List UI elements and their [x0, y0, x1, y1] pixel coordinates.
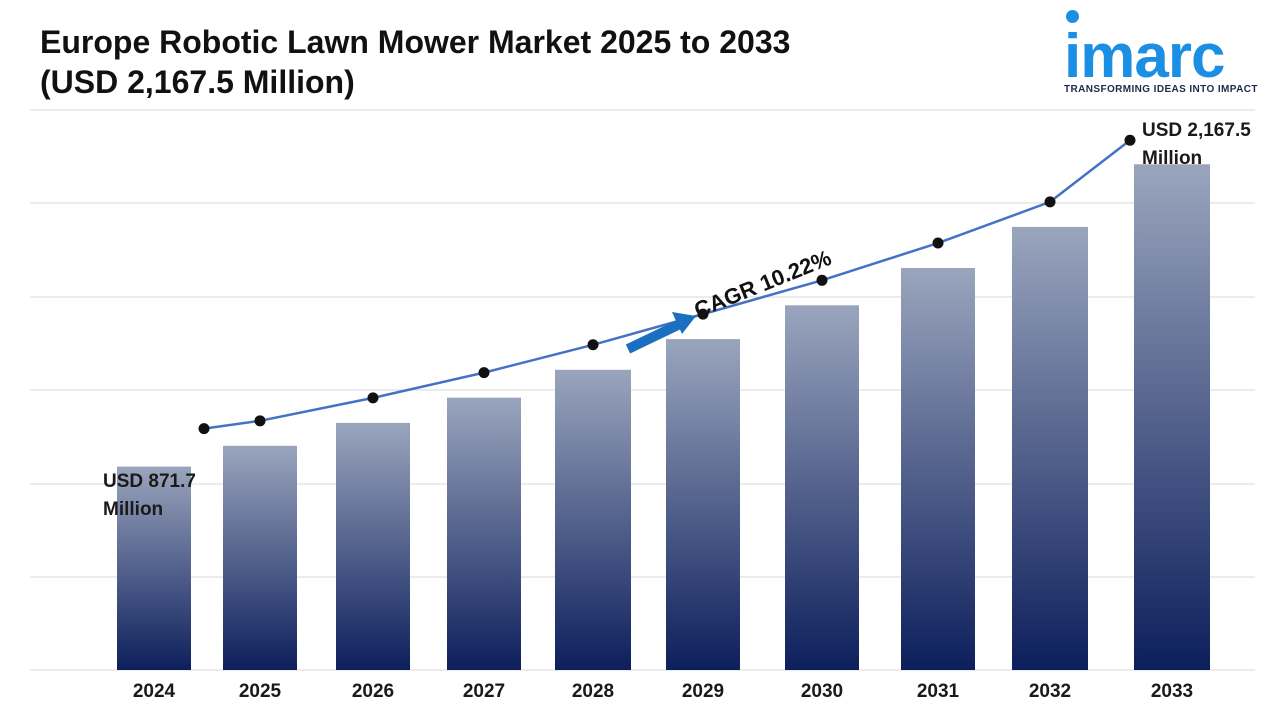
trend-point-2028 [587, 339, 599, 351]
trend-point-2024 [198, 423, 210, 435]
bar-2024 [117, 466, 191, 670]
start-value-label-line-1: USD 871.7 [103, 471, 196, 492]
trend-line-path [203, 139, 1131, 430]
chart-title-line-1: Europe Robotic Lawn Mower Market 2025 to… [40, 24, 791, 60]
x-tick-2031: 2031 [917, 681, 960, 702]
end-value-label-line-2: Million [1142, 148, 1202, 169]
cagr-arrow-icon [625, 312, 696, 354]
bar-2028 [555, 369, 631, 670]
trend-line [198, 134, 1136, 435]
x-tick-2029: 2029 [682, 681, 724, 702]
x-tick-2028: 2028 [572, 681, 614, 702]
trend-point-2032 [1044, 196, 1056, 208]
bar-2033 [1134, 164, 1210, 670]
x-tick-2030: 2030 [801, 681, 843, 702]
chart-title: Europe Robotic Lawn Mower Market 2025 to… [40, 22, 790, 102]
trend-point-2026 [367, 392, 379, 404]
bars [117, 164, 1210, 670]
x-tick-2032: 2032 [1029, 681, 1071, 702]
x-tick-2026: 2026 [352, 681, 394, 702]
bar-2025 [223, 445, 297, 670]
x-tick-2025: 2025 [239, 681, 282, 702]
x-axis-ticks: 2024 2025 2026 2027 2028 2029 2030 2031 2032 2033 [133, 681, 1193, 702]
bar-2027 [447, 397, 521, 670]
bar-2029 [666, 339, 740, 670]
trend-point-2025 [254, 415, 266, 427]
x-tick-2024: 2024 [133, 681, 176, 702]
trend-point-2033 [1124, 134, 1136, 146]
logo-dot-icon [1066, 10, 1079, 23]
x-tick-2027: 2027 [463, 681, 505, 702]
imarc-logo: imarc TRANSFORMING IDEAS INTO IMPACT [1062, 8, 1272, 98]
x-tick-2033: 2033 [1151, 681, 1193, 702]
trend-point-2030 [816, 274, 828, 286]
trend-point-2031 [932, 237, 944, 249]
chart-title-line-2: (USD 2,167.5 Million) [40, 64, 355, 100]
end-value-label-line-1: USD 2,167.5 [1142, 120, 1251, 141]
trend-point-2029 [697, 308, 709, 320]
bar-2026 [336, 422, 410, 670]
logo-tagline: TRANSFORMING IDEAS INTO IMPACT [1064, 84, 1258, 95]
start-value-label-line-2: Million [103, 499, 163, 520]
bar-2032 [1012, 226, 1088, 670]
bar-2030 [785, 305, 859, 670]
logo-wordmark: imarc [1064, 22, 1225, 91]
bar-2031 [901, 268, 975, 670]
trend-point-2027 [478, 367, 490, 379]
